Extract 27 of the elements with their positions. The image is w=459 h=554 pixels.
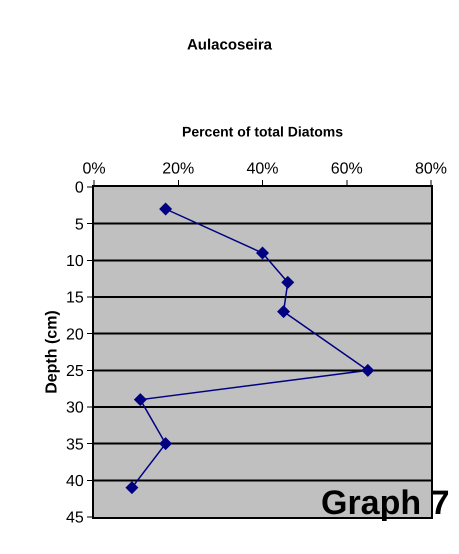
point — [159, 202, 172, 216]
x-tick-label: 0% — [82, 160, 106, 178]
x-tick-label: 40% — [246, 160, 279, 178]
x-tick-label: 80% — [414, 160, 448, 178]
point — [277, 305, 290, 318]
x-axis-title: Percent of total Diatoms — [182, 124, 344, 140]
y-tick-label: 25 — [66, 362, 84, 380]
point — [159, 437, 172, 450]
x-tick-label: 60% — [330, 160, 363, 178]
x-tick-label: 20% — [162, 160, 194, 178]
y-tick-label: 20 — [66, 326, 84, 344]
point — [361, 364, 374, 377]
y-tick-label: 15 — [66, 290, 84, 307]
y-tick-label: 35 — [66, 436, 84, 454]
y-tick-label: 45 — [66, 510, 84, 527]
point — [134, 393, 147, 406]
y-tick-label: 30 — [66, 400, 84, 417]
point — [256, 246, 269, 260]
y-axis-title: Depth (cm) — [43, 310, 60, 394]
y-tick-label: 40 — [66, 472, 84, 490]
point — [281, 276, 294, 289]
y-tick-label: 0 — [74, 180, 84, 197]
y-tick-label: 5 — [74, 216, 84, 234]
y-tick-label: 10 — [66, 252, 84, 270]
annotation: Graph 7 — [321, 484, 450, 522]
chart-title: Aulacoseira — [186, 36, 273, 54]
point — [125, 481, 138, 494]
